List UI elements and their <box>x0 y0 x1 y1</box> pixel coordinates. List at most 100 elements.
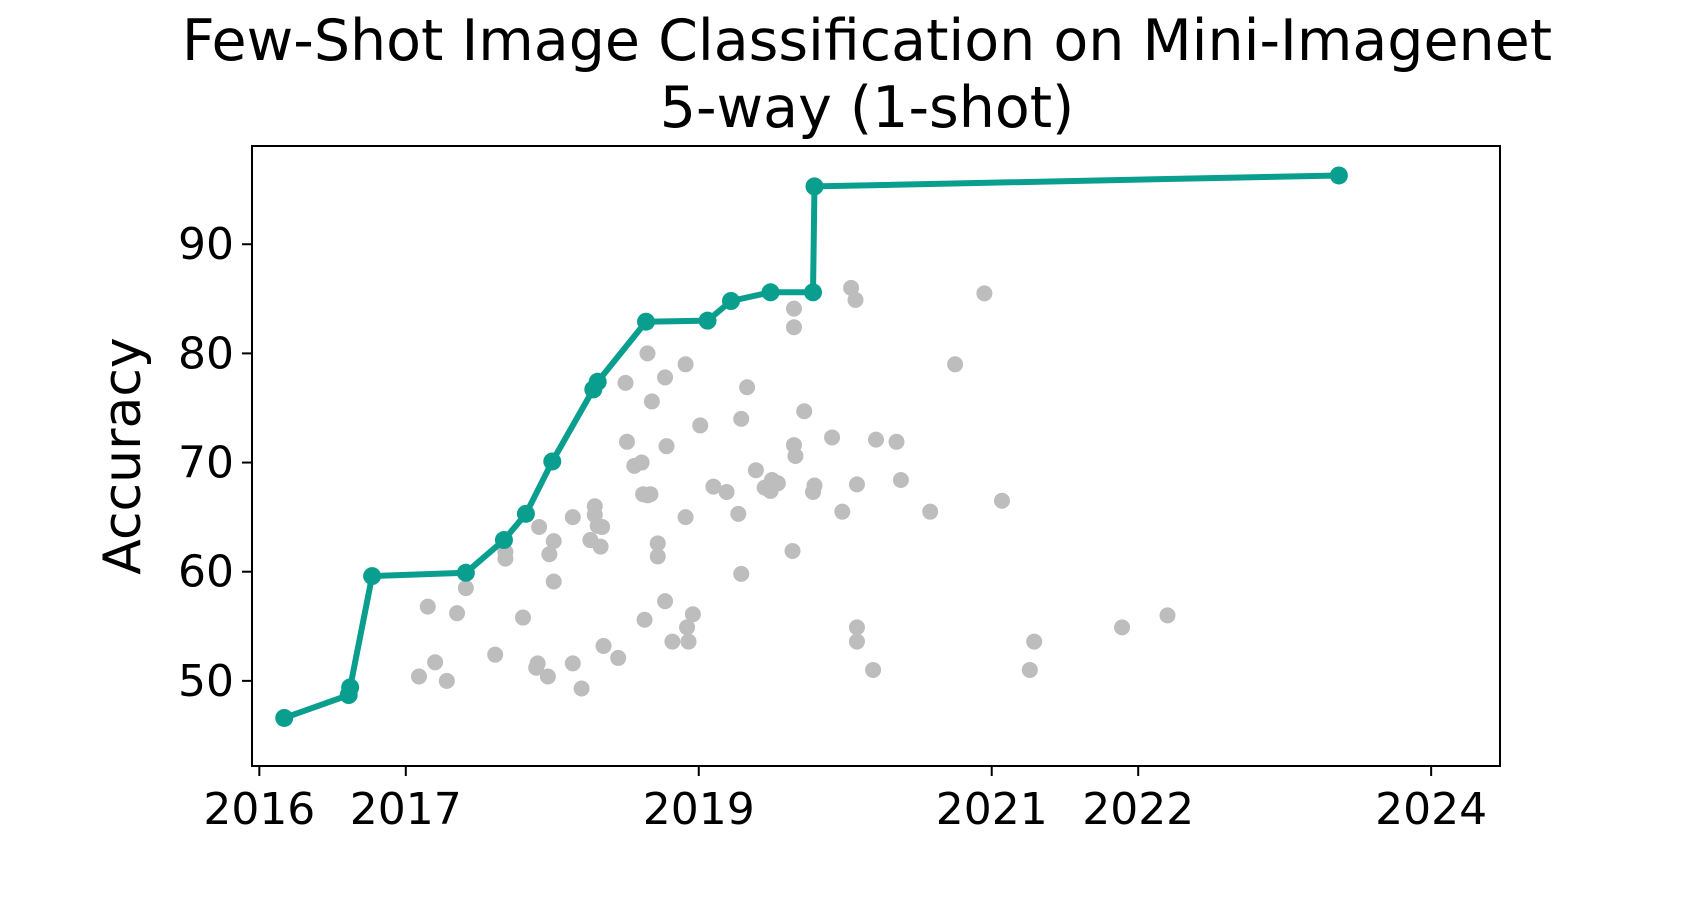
y-tick-label: 90 <box>178 219 234 270</box>
other-point <box>847 291 864 308</box>
y-axis: 50 60 70 80 90 <box>178 219 252 707</box>
other-point <box>1026 633 1043 650</box>
other-point <box>733 565 750 582</box>
other-point <box>545 533 562 550</box>
frontier-point <box>275 708 294 727</box>
frontier-point <box>804 283 823 302</box>
other-point <box>747 462 764 479</box>
other-point <box>892 472 909 489</box>
other-point <box>718 484 735 501</box>
plot-frame <box>251 145 1501 767</box>
y-tick-label: 50 <box>178 656 234 707</box>
frontier-point <box>698 311 717 330</box>
other-point <box>993 492 1010 509</box>
other-point <box>947 356 964 373</box>
x-tick-label: 2019 <box>643 784 755 835</box>
other-point <box>457 580 474 597</box>
other-point <box>545 573 562 590</box>
other-point <box>843 279 860 296</box>
other-point <box>649 535 666 552</box>
frontier-point <box>543 452 562 471</box>
other-point <box>677 356 694 373</box>
frontier-line <box>283 172 1339 721</box>
other-point <box>642 486 659 503</box>
other-point <box>487 646 504 663</box>
frontier-point <box>637 312 656 331</box>
other-point <box>633 454 650 471</box>
x-tick-label: 2022 <box>1082 784 1194 835</box>
other-point <box>785 300 802 317</box>
other-point <box>564 509 581 526</box>
other-point <box>848 476 865 493</box>
other-point <box>1021 661 1038 678</box>
other-point <box>419 598 436 615</box>
other-point <box>787 448 804 464</box>
frontier-point <box>588 372 607 391</box>
other-point <box>497 550 514 567</box>
other-point <box>449 605 466 622</box>
other-point <box>677 509 694 526</box>
other-point <box>796 403 813 420</box>
other-point <box>692 417 709 434</box>
other-point <box>573 680 590 697</box>
other-point <box>769 475 786 492</box>
other-point <box>784 542 801 559</box>
other-point <box>592 538 609 555</box>
y-tick-label: 70 <box>178 438 234 489</box>
other-point <box>888 433 905 450</box>
frontier-point <box>516 504 535 523</box>
other-point <box>595 637 612 654</box>
frontier-point <box>456 563 475 582</box>
y-tick-label: 80 <box>178 328 234 379</box>
other-point <box>541 546 558 563</box>
frontier-point <box>721 292 740 310</box>
other-point <box>610 649 627 666</box>
other-point <box>539 668 556 685</box>
other-point <box>705 478 722 495</box>
frontier-point <box>761 283 780 302</box>
plot-area <box>275 166 1348 727</box>
other-point <box>806 477 823 494</box>
other-point <box>594 518 611 535</box>
chart-title-line-1: Few-Shot Image Classification on Mini-Im… <box>182 8 1552 74</box>
other-point <box>785 319 802 336</box>
other-point <box>730 505 747 522</box>
other-point <box>639 345 656 362</box>
other-point <box>739 379 756 396</box>
y-axis-label: Accuracy <box>93 337 153 574</box>
other-point <box>1114 619 1131 636</box>
other-point <box>657 593 674 610</box>
frontier-point <box>341 678 360 697</box>
other-point <box>679 619 696 636</box>
other-point <box>617 374 634 391</box>
other-point <box>427 654 444 671</box>
other-point <box>410 668 427 685</box>
other-point <box>531 518 548 535</box>
other-point <box>733 410 750 427</box>
other-point <box>922 503 939 520</box>
other-point <box>636 611 653 628</box>
frontier-point <box>1329 166 1348 185</box>
other-point <box>657 369 674 386</box>
other-point <box>564 655 581 672</box>
other-point <box>976 285 993 302</box>
other-point <box>848 633 865 650</box>
other-point <box>529 655 546 672</box>
other-point <box>1159 607 1176 624</box>
other-point <box>834 503 851 520</box>
x-tick-label: 2016 <box>203 784 315 835</box>
frontier-point <box>494 531 513 550</box>
other-point <box>848 619 865 636</box>
x-tick-label: 2021 <box>936 784 1048 835</box>
other-point <box>868 431 884 448</box>
y-tick-label: 60 <box>178 547 234 598</box>
other-point <box>684 606 701 623</box>
other-point <box>643 393 660 410</box>
x-axis: 2016 2017 2019 2021 2022 2024 <box>203 766 1487 835</box>
other-point <box>649 548 666 565</box>
other-point <box>438 672 455 689</box>
frontier-point <box>805 177 824 196</box>
other-point <box>680 633 697 650</box>
other-point <box>618 433 635 450</box>
